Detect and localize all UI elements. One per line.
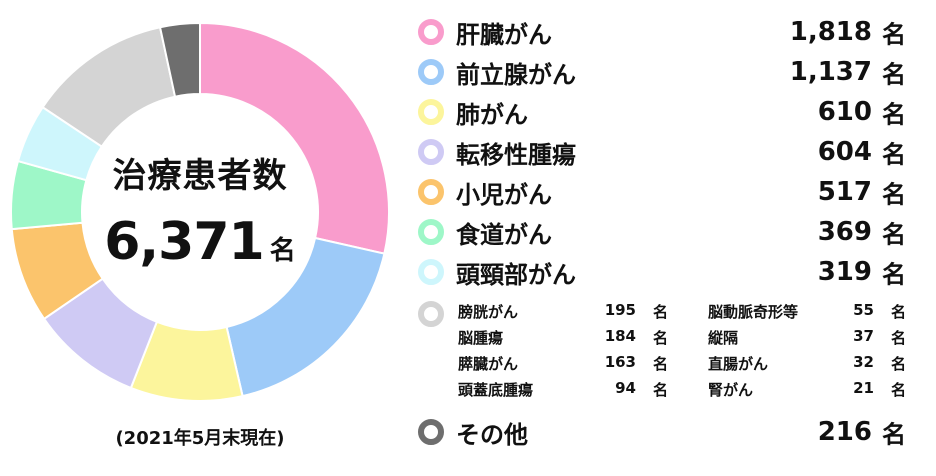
legend-item-lung: 肺がん 610 名 <box>418 92 908 132</box>
donut-slice-8 <box>158 21 201 98</box>
legend-swatch-head-neck <box>418 259 444 285</box>
legend-swatch-liver <box>418 19 444 45</box>
minor-item: 脳腫瘍 184 名 <box>458 324 668 350</box>
minor-value: 184 <box>604 327 636 345</box>
legend-swatch-metastatic <box>418 139 444 165</box>
legend-item-metastatic: 転移性腫瘍 604 名 <box>418 132 908 172</box>
legend: 肝臓がん 1,818 名 前立腺がん 1,137 名 肺がん 610 名 転移性… <box>418 12 908 292</box>
legend-unit: 名 <box>882 60 906 89</box>
minor-value: 55 <box>853 301 874 319</box>
legend-value: 1,137 <box>789 57 872 87</box>
legend-item-esophageal: 食道がん 369 名 <box>418 212 908 252</box>
legend-unit: 名 <box>882 260 906 289</box>
total-patients: 6,371 名 <box>90 212 310 272</box>
minor-label: 膵臓がん <box>458 355 519 373</box>
minor-unit: 名 <box>652 355 668 373</box>
total-unit: 名 <box>269 236 296 266</box>
minor-unit: 名 <box>652 329 668 347</box>
minor-value: 94 <box>615 379 636 397</box>
minor-label: 脳動脈奇形等 <box>708 303 799 321</box>
legend-value: 319 <box>817 257 872 287</box>
legend-item-other: その他 216 名 <box>418 412 908 452</box>
legend-item-liver: 肝臓がん 1,818 名 <box>418 12 908 52</box>
minor-item: 腎がん 21 名 <box>708 376 906 402</box>
minor-label: 脳腫瘍 <box>458 329 504 347</box>
legend-label: 食道がん <box>456 220 552 249</box>
minor-item: 膵臓がん 163 名 <box>458 350 668 376</box>
legend-swatch-minor <box>418 301 444 327</box>
legend-swatch-pediatric <box>418 179 444 205</box>
minor-unit: 名 <box>890 329 906 347</box>
minor-unit: 名 <box>652 381 668 399</box>
minor-column-right: 脳動脈奇形等 55 名 縦隔 37 名 直腸がん 32 名 腎がん 21 名 <box>708 298 906 402</box>
minor-label: 膀胱がん <box>458 303 519 321</box>
legend-unit: 名 <box>882 140 906 169</box>
legend-value: 517 <box>817 177 872 207</box>
minor-unit: 名 <box>890 381 906 399</box>
minor-unit: 名 <box>890 355 906 373</box>
legend-unit: 名 <box>882 220 906 249</box>
legend-swatch-prostate <box>418 59 444 85</box>
minor-item: 膀胱がん 195 名 <box>458 298 668 324</box>
legend-value: 1,818 <box>789 17 872 47</box>
legend-unit: 名 <box>882 180 906 209</box>
legend-value: 369 <box>817 217 872 247</box>
minor-item: 頭蓋底腫瘍 94 名 <box>458 376 668 402</box>
minor-item: 脳動脈奇形等 55 名 <box>708 298 906 324</box>
legend-value: 604 <box>817 137 872 167</box>
legend-item-head-neck: 頭頸部がん 319 名 <box>418 252 908 292</box>
donut-chart <box>10 21 390 402</box>
legend-minor-group: 膀胱がん 195 名 脳腫瘍 184 名 膵臓がん 163 名 頭蓋底腫瘍 94… <box>418 298 908 402</box>
legend-label: その他 <box>456 420 528 449</box>
legend-label: 肝臓がん <box>456 20 552 49</box>
legend-unit: 名 <box>882 100 906 129</box>
legend-item-pediatric: 小児がん 517 名 <box>418 172 908 212</box>
minor-label: 縦隔 <box>708 329 739 347</box>
legend-value: 610 <box>817 97 872 127</box>
legend-label: 転移性腫瘍 <box>456 140 576 169</box>
legend-swatch-other <box>418 419 444 445</box>
date-note: (2021年5月末現在) <box>115 428 285 449</box>
legend-label: 前立腺がん <box>456 60 576 89</box>
legend-swatch-esophageal <box>418 219 444 245</box>
total-value: 6,371 <box>104 212 264 272</box>
minor-value: 37 <box>853 327 874 345</box>
legend-label: 小児がん <box>456 180 552 209</box>
legend-unit: 名 <box>882 420 906 449</box>
minor-label: 腎がん <box>708 381 754 399</box>
minor-value: 32 <box>853 353 874 371</box>
minor-value: 163 <box>604 353 636 371</box>
minor-value: 21 <box>853 379 874 397</box>
legend-swatch-lung <box>418 99 444 125</box>
legend-value: 216 <box>817 417 872 447</box>
minor-label: 直腸がん <box>708 355 769 373</box>
minor-item: 縦隔 37 名 <box>708 324 906 350</box>
donut-slice-0 <box>199 21 390 255</box>
minor-item: 直腸がん 32 名 <box>708 350 906 376</box>
minor-unit: 名 <box>652 303 668 321</box>
legend-item-prostate: 前立腺がん 1,137 名 <box>418 52 908 92</box>
legend-unit: 名 <box>882 20 906 49</box>
minor-unit: 名 <box>890 303 906 321</box>
minor-column-left: 膀胱がん 195 名 脳腫瘍 184 名 膵臓がん 163 名 頭蓋底腫瘍 94… <box>458 298 668 402</box>
minor-value: 195 <box>604 301 636 319</box>
minor-label: 頭蓋底腫瘍 <box>458 381 534 399</box>
legend-label: 肺がん <box>456 100 528 129</box>
legend-label: 頭頸部がん <box>456 260 576 289</box>
center-title: 治療患者数 <box>112 156 288 196</box>
